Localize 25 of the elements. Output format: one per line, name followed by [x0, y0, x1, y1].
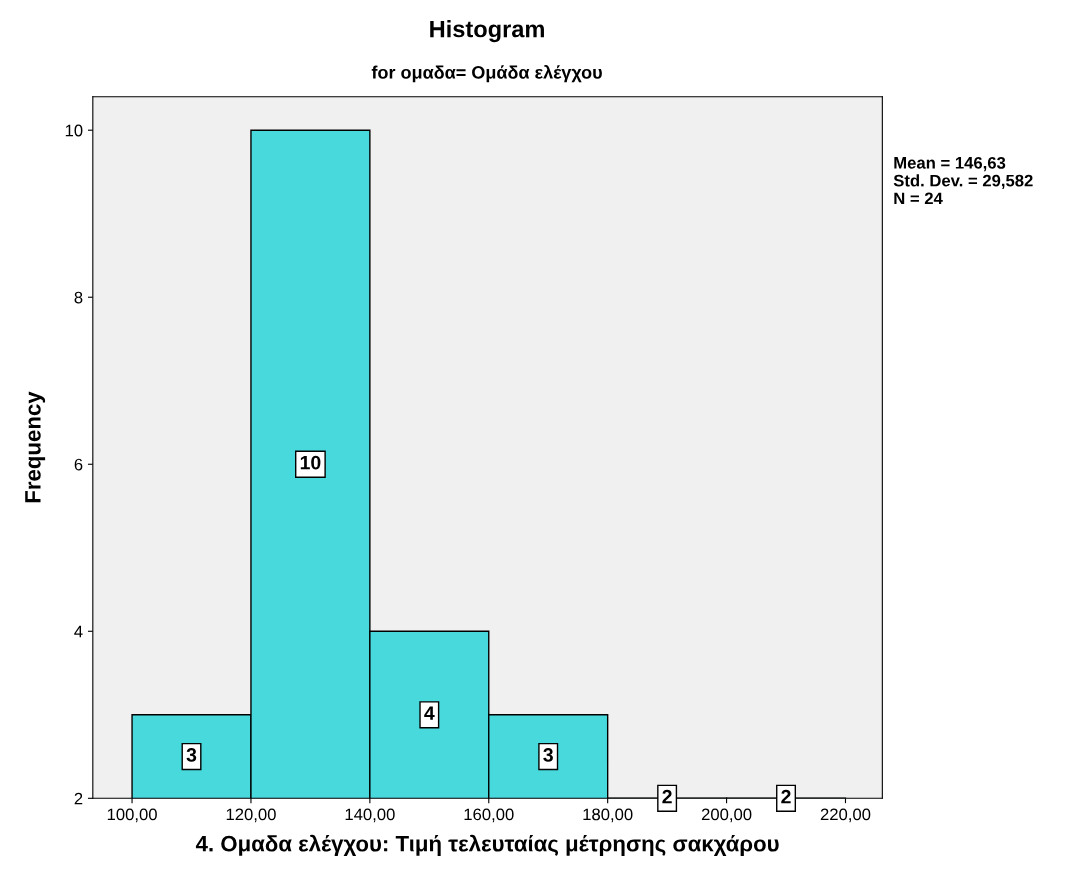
- x-tick-label: 100,00: [107, 808, 157, 823]
- y-axis-title: Frequency: [25, 391, 46, 503]
- text: Mean = 146,63: [894, 156, 1006, 172]
- y-tick-label: 4: [74, 625, 83, 638]
- y-tick-label: 10: [65, 124, 83, 137]
- data-label: 3: [186, 748, 197, 762]
- x-axis-title: 4. Ομαδα ελέγχου: Τιμή τελευταίας μέτρησης σακχάρου: [195, 834, 779, 856]
- text: Std. Dev. = 29,582: [893, 174, 1033, 189]
- y-tick-label: 6: [74, 458, 83, 471]
- x-tick-label: 140,00: [345, 808, 395, 823]
- x-tick-label: 120,00: [226, 808, 276, 823]
- text: N = 24: [894, 192, 943, 205]
- chart-title: Histogram: [430, 20, 544, 43]
- chart-subtitle: for ομαδα= Ομάδα ελέγχου: [371, 65, 602, 83]
- x-tick-label: 160,00: [464, 808, 514, 823]
- data-label: 2: [781, 789, 791, 804]
- x-tick-label: 200,00: [701, 808, 752, 823]
- data-label: 2: [662, 789, 672, 804]
- y-tick-label: 2: [74, 792, 83, 805]
- x-tick-label: 220,00: [820, 808, 871, 823]
- data-label: 3: [543, 748, 553, 762]
- y-tick-label: 8: [74, 291, 83, 304]
- x-tick-label: 180,00: [583, 808, 633, 823]
- data-label: 10: [300, 455, 321, 470]
- data-label: 4: [424, 706, 435, 720]
